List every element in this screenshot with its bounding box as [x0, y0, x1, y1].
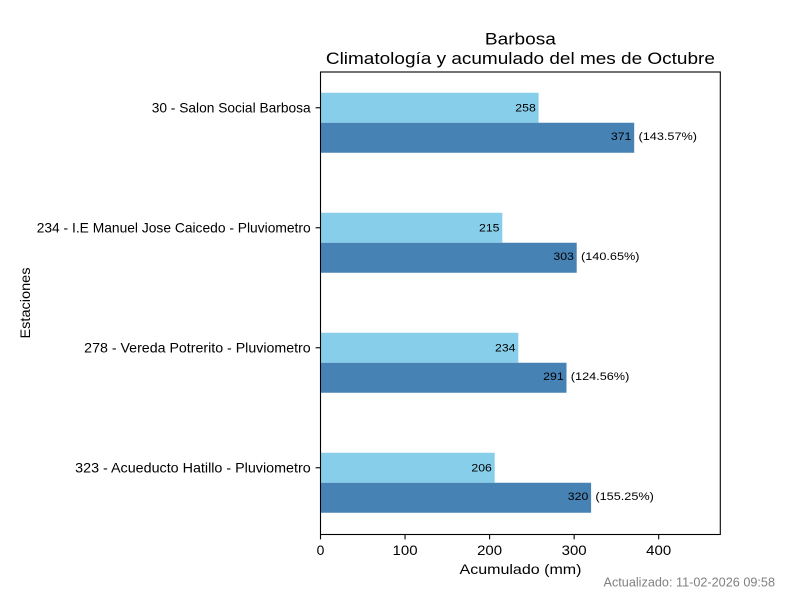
svg-text:Acumulado (mm): Acumulado (mm): [460, 561, 582, 577]
svg-text:Climatología y acumulado del m: Climatología y acumulado del mes de Octu…: [326, 49, 715, 68]
svg-text:0: 0: [317, 542, 325, 558]
svg-text:303: 303: [553, 251, 574, 263]
svg-text:206: 206: [471, 463, 492, 475]
svg-text:278 - Vereda Potrerito - Pluvi: 278 - Vereda Potrerito - Pluviometro: [84, 339, 311, 355]
svg-text:100: 100: [393, 542, 418, 558]
svg-text:323 - Acueducto Hatillo - Pluv: 323 - Acueducto Hatillo - Pluviometro: [75, 459, 311, 475]
svg-text:(124.56%): (124.56%): [571, 371, 630, 383]
svg-text:300: 300: [562, 542, 587, 558]
svg-text:291: 291: [543, 371, 564, 383]
svg-text:400: 400: [646, 542, 671, 558]
svg-text:320: 320: [568, 491, 589, 503]
svg-text:234: 234: [495, 343, 516, 355]
svg-text:Barbosa: Barbosa: [485, 30, 557, 49]
svg-text:Actualizado: 11-02-2026 09:58: Actualizado: 11-02-2026 09:58: [604, 575, 776, 589]
svg-text:200: 200: [477, 542, 502, 558]
svg-text:258: 258: [515, 103, 536, 115]
svg-text:(155.25%): (155.25%): [595, 491, 654, 503]
svg-text:371: 371: [611, 131, 632, 143]
svg-text:(140.65%): (140.65%): [581, 251, 640, 263]
svg-text:234 - I.E Manuel Jose Caicedo: 234 - I.E Manuel Jose Caicedo - Pluviome…: [37, 219, 311, 235]
svg-text:Estaciones: Estaciones: [17, 267, 33, 338]
svg-text:30 - Salon Social Barbosa: 30 - Salon Social Barbosa: [152, 99, 311, 115]
svg-text:215: 215: [479, 223, 500, 235]
svg-text:(143.57%): (143.57%): [639, 131, 698, 143]
